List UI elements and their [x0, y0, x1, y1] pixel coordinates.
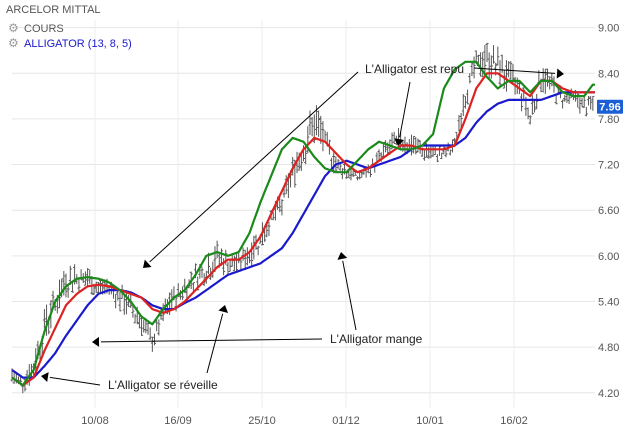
last-value-label: 7.96 — [599, 102, 620, 114]
annotation-arrow-line — [342, 260, 357, 331]
y-tick-label: 4.20 — [598, 388, 619, 400]
gear-icon[interactable]: ⚙ — [8, 36, 19, 50]
annotation-arrow-head — [143, 259, 152, 268]
annotation-arrow-head — [337, 252, 348, 260]
chart-annotations: L'Alligator est repu L'Alligator mange L'A… — [41, 62, 564, 392]
annotation-label: L'Alligator mange — [330, 332, 423, 346]
y-tick-label: 8.40 — [598, 68, 619, 80]
alligator-lines — [11, 60, 595, 387]
annotation-arrow-line — [149, 71, 359, 263]
annotation-arrow-head — [394, 138, 405, 146]
alligator-line-3 — [11, 60, 595, 387]
chart-ticks: 4.20 4.80 5.40 6.00 6.60 7.20 7.80 8.40 9.00 10/0… — [81, 23, 619, 427]
gear-icon[interactable]: ⚙ — [8, 21, 19, 35]
annotation-arrow-line — [399, 81, 411, 138]
annotation-label: L'Alligator se réveille — [108, 378, 218, 392]
y-tick-label: 7.20 — [598, 160, 619, 172]
alligator-line-2 — [11, 72, 595, 387]
chart-markers: 7.96 — [597, 99, 623, 114]
chart-legend: ⚙ COURS ⚙ ALLIGATOR (13, 8, 5) — [8, 21, 132, 50]
y-tick-label: 7.80 — [598, 114, 619, 126]
y-tick-label: 6.00 — [598, 251, 619, 263]
y-tick-label: 4.80 — [598, 342, 619, 354]
annotation-arrow-head — [218, 305, 229, 314]
y-tick-label: 5.40 — [598, 296, 619, 308]
annotation-arrow-line — [473, 67, 556, 74]
annotation-arrow-head — [92, 336, 100, 347]
x-tick-label: 16/02 — [500, 415, 528, 427]
annotation-arrow-line — [206, 313, 224, 374]
x-tick-label: 16/09 — [164, 415, 192, 427]
legend-item[interactable]: ⚙ ALLIGATOR (13, 8, 5) — [8, 36, 132, 50]
last-value-badge — [597, 99, 623, 114]
x-tick-label: 10/01 — [416, 415, 444, 427]
x-tick-label: 01/12 — [332, 415, 360, 427]
x-tick-label: 25/10 — [248, 415, 276, 427]
legend-label: COURS — [24, 23, 64, 35]
y-tick-label: 9.00 — [598, 23, 619, 35]
chart-title: ARCELOR MITTAL — [6, 4, 101, 16]
annotation-arrow-line — [100, 338, 323, 343]
x-tick-label: 10/08 — [81, 415, 109, 427]
legend-item[interactable]: ⚙ COURS — [8, 21, 64, 35]
chart-grid — [12, 20, 595, 408]
annotation-arrow-head — [41, 372, 49, 382]
alligator-line-1 — [11, 91, 595, 379]
annotation-arrow-head — [556, 68, 564, 79]
annotation-label: L'Alligator est repu — [365, 62, 464, 76]
y-tick-label: 6.60 — [598, 205, 619, 217]
annotation-arrow-line — [49, 376, 101, 386]
legend-label: ALLIGATOR (13, 8, 5) — [24, 38, 132, 50]
